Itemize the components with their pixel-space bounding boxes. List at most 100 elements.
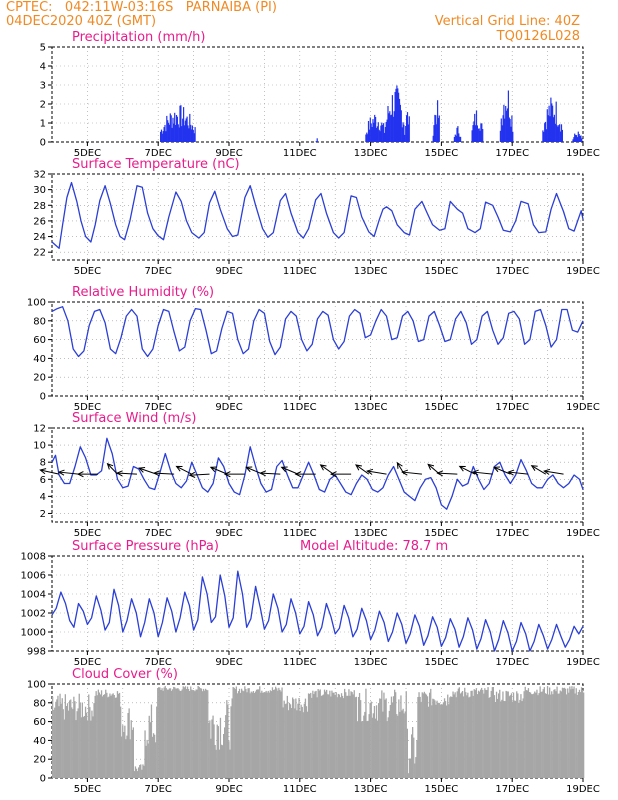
cloud-bar [573,686,575,778]
precip-bar [547,115,549,142]
cloud-bar [150,704,153,778]
wind-arrow-head [280,466,288,473]
precip-bar [388,113,390,142]
precip-bar [453,137,455,142]
cloud-bar [240,692,242,778]
cloud-bar [396,714,398,778]
precip-bar [173,123,175,142]
wind-ytick-label: 6 [40,475,46,486]
cloud-bar [438,702,440,778]
cloud-bar [286,695,288,778]
cloud-bar [152,733,155,778]
precip-bar [184,120,186,142]
cloud-bar [135,768,138,778]
cloud-bar [515,700,517,778]
cloud-bar [276,688,278,778]
precip-bar [165,131,167,142]
precip-bar [400,110,402,142]
cloud-bar [405,691,407,778]
cloud-bar [243,691,245,778]
precipitation-panel: Precipitation (mm/h) 0 1 2 3 4 5 5DEC 7DEC 9DEC 11… [40,30,600,159]
wind-arrow-head [188,471,196,478]
cloud-ytick-label: 0 [40,774,46,785]
wind-xtick-label: 9DEC [215,528,242,539]
wind-arrow-head [530,465,538,471]
cloud-bar [529,692,532,778]
precip-bar [572,139,574,142]
cloud-bar [482,690,484,778]
cloud-bar [340,693,343,778]
cloud-bar [413,737,415,778]
precip-bar [502,115,504,142]
precip-bar [369,117,371,142]
cloud-bar [139,765,141,778]
cloud-bar [370,701,372,778]
cloud-bar [400,695,402,778]
wind-arrow-head [76,471,84,478]
wind-arrow-head [259,470,267,477]
cloud-bar [176,688,178,778]
humidity-xtick-label: 5DEC [74,402,101,413]
humidity-frame [51,301,584,397]
cloud-bar [105,689,107,778]
precip-bar [557,126,559,142]
precip-bar [180,105,182,142]
cloud-bar [541,691,543,778]
cloud-bar [390,696,393,778]
cloud-bar [581,689,584,778]
precipitation-ytick-label: 4 [40,62,46,73]
precip-bar [167,122,170,142]
precip-bar [481,123,483,142]
precip-bar [371,127,373,142]
cloud-bar [331,690,333,778]
wind-arrow [106,462,118,475]
cloud-bar [321,695,323,778]
cloud-bar [289,704,292,778]
cloud-bar [173,686,175,778]
cloud-bar [394,689,396,778]
precip-bar [456,127,458,142]
wind-arrow-shaft [355,464,370,475]
precip-bar [556,125,558,142]
pressure-ytick-label: 1006 [21,571,46,582]
cloud-bar [416,740,418,778]
cloud-bar [131,729,133,778]
precip-bar [382,125,384,142]
wind-arrow-head [366,468,374,475]
temperature-ytick-label: 30 [33,185,46,196]
wind-arrow-shaft [459,465,476,475]
precip-bar [506,108,509,142]
cloud-bar [257,689,259,778]
wind-arrow-head [153,470,160,477]
precip-bar [372,119,374,142]
cloud-bar [89,707,91,778]
cloud-bar [433,699,435,778]
temperature-ytick-label: 22 [33,248,46,259]
cloud-bar [65,706,68,778]
precip-bar [399,104,401,142]
cloud-bar [66,703,69,778]
cloud-bar [53,709,55,778]
precip-bar [171,127,173,142]
cloud-bar [229,749,231,778]
precip-bar [460,136,462,142]
cloud-bar [403,713,405,778]
cloud-bar [466,695,468,778]
cloud-bar [537,695,539,778]
cloud-bar [260,692,262,778]
cloud-bar [91,710,93,778]
cloud-bar [162,690,164,778]
cloud-bar [111,694,113,778]
cloud-bar [580,687,583,778]
cloud-bar [244,686,246,778]
cloud-bar [144,730,146,778]
cloud-bar [450,696,452,778]
cloud-bar [61,698,63,778]
cloud-bar [334,694,336,778]
precip-bar [458,133,460,142]
precip-bar [480,123,482,142]
cloud-bar [511,701,514,778]
cloud-bar [106,692,108,778]
cloud-bar [510,693,513,778]
precipitation-title: Precipitation (mm/h) [72,30,205,45]
